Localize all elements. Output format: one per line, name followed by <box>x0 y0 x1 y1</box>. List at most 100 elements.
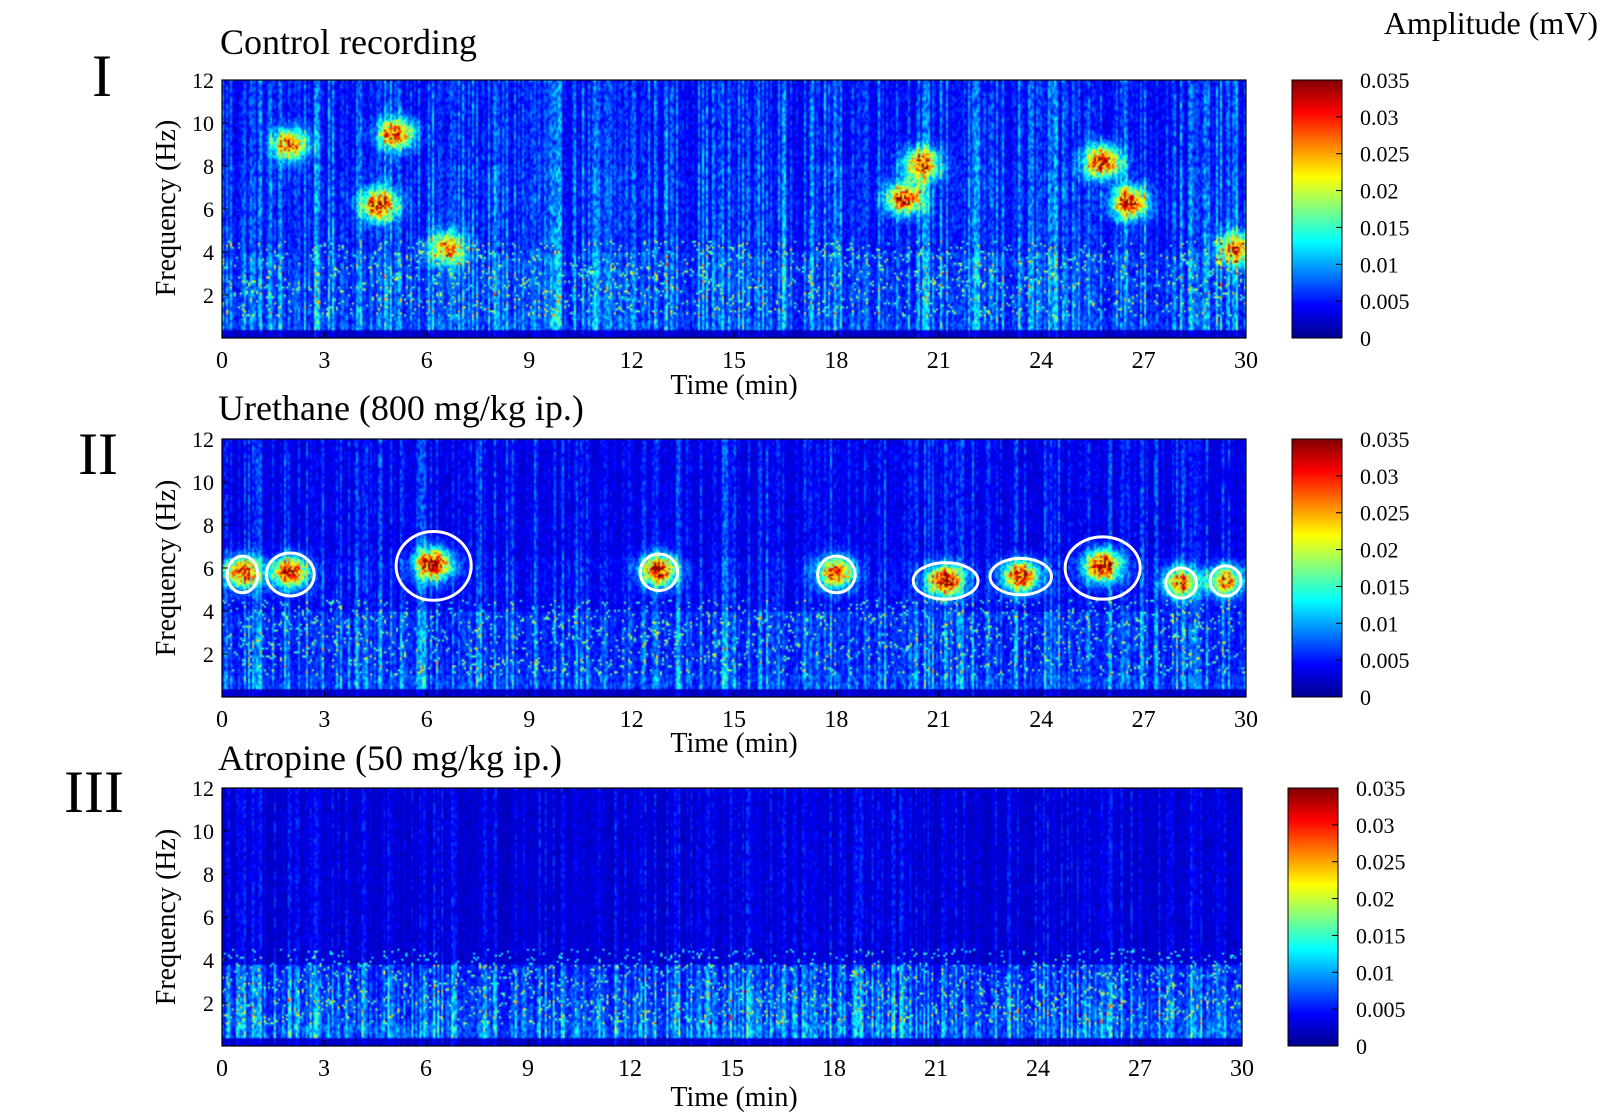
x-tick-label: 18 <box>822 1056 846 1082</box>
x-tick-labels-3: 0 3 6 9 12 15 18 21 24 27 30 <box>216 1040 1254 1082</box>
colorbar-tick-label: 0.035 <box>1356 776 1406 801</box>
colorbar-tick-label: 0.02 <box>1360 179 1399 204</box>
circled-theta-event <box>394 529 473 602</box>
x-tick-label: 6 <box>420 1056 432 1082</box>
colorbar-tick-label: 0 <box>1356 1034 1367 1059</box>
y-tick-labels-2: 2 4 6 8 10 12 <box>192 427 228 667</box>
x-tick-label: 27 <box>1128 1056 1152 1082</box>
spectrogram-image <box>222 788 1242 1046</box>
x-tick-label: 18 <box>824 707 848 733</box>
circled-theta-event <box>264 551 316 598</box>
spectrogram-image <box>222 80 1246 338</box>
x-tick-label: 24 <box>1029 348 1053 374</box>
circled-theta-event <box>638 552 680 593</box>
panel-title-1: Control recording <box>220 22 477 62</box>
y-tick-label: 10 <box>192 819 214 844</box>
colorbar-tick-label: 0.005 <box>1356 997 1406 1022</box>
colorbar-gradient <box>1291 438 1343 698</box>
x-tick-labels-1: 0 3 6 9 12 15 18 21 24 27 30 <box>216 332 1258 374</box>
x-tick-label: 12 <box>618 1056 642 1082</box>
circled-theta-event <box>1164 566 1199 600</box>
x-tick-label: 3 <box>318 707 330 733</box>
x-tick-label: 3 <box>318 1056 330 1082</box>
y-tick-labels-3: 2 4 6 8 10 12 <box>192 776 228 1016</box>
spectrogram-2 <box>221 438 1247 698</box>
colorbar-tick-label: 0.02 <box>1356 887 1395 912</box>
colorbar-2: 0.035 0.03 0.025 0.02 0.015 0.01 0.005 0 <box>1291 427 1410 710</box>
colorbar-tick-label: 0 <box>1360 326 1371 351</box>
x-axis-label-1: Time (min) <box>670 370 797 401</box>
y-axis-label-2: Frequency (Hz) <box>151 480 182 656</box>
y-tick-label: 8 <box>203 513 214 538</box>
x-tick-label: 0 <box>216 348 228 374</box>
y-tick-label: 2 <box>203 991 214 1016</box>
y-tick-label: 12 <box>192 776 214 801</box>
x-tick-label: 15 <box>720 1056 744 1082</box>
colorbar-1: 0.035 0.03 0.025 0.02 0.015 0.01 0.005 0 <box>1291 68 1410 351</box>
y-tick-label: 10 <box>192 470 214 495</box>
colorbar-tick-label: 0.01 <box>1356 960 1395 985</box>
colorbar-tick-label: 0.03 <box>1360 464 1399 489</box>
x-tick-label: 27 <box>1132 348 1156 374</box>
colorbar-gradient <box>1287 787 1339 1047</box>
x-tick-label: 0 <box>216 1056 228 1082</box>
panel-title-3: Atropine (50 mg/kg ip.) <box>218 738 562 778</box>
x-tick-label: 30 <box>1230 1056 1254 1082</box>
x-tick-label: 9 <box>523 348 535 374</box>
y-tick-label: 4 <box>203 240 214 265</box>
colorbar-3: 0.035 0.03 0.025 0.02 0.015 0.01 0.005 0 <box>1287 776 1406 1059</box>
x-tick-label: 12 <box>620 707 644 733</box>
x-tick-label: 30 <box>1234 348 1258 374</box>
colorbar-tick-label: 0.025 <box>1356 850 1406 875</box>
y-axis-label-1: Frequency (Hz) <box>151 120 182 296</box>
y-tick-labels-1: 2 4 6 8 10 12 <box>192 68 228 308</box>
x-tick-labels-2: 0 3 6 9 12 15 18 21 24 27 30 <box>216 691 1258 733</box>
x-tick-label: 15 <box>722 707 746 733</box>
colorbar-tick-label: 0 <box>1360 685 1371 710</box>
circled-theta-event <box>1063 535 1142 601</box>
x-tick-label: 6 <box>421 707 433 733</box>
x-tick-label: 12 <box>620 348 644 374</box>
spectrogram-image <box>222 439 1246 697</box>
colorbar-tick-label: 0.035 <box>1360 68 1410 93</box>
x-tick-label: 0 <box>216 707 228 733</box>
y-tick-label: 6 <box>203 556 214 581</box>
colorbar-tick-label: 0.02 <box>1360 538 1399 563</box>
y-tick-label: 12 <box>192 427 214 452</box>
y-tick-label: 8 <box>203 154 214 179</box>
colorbar-tick-label: 0.035 <box>1360 427 1410 452</box>
colorbar-tick-label: 0.03 <box>1356 813 1395 838</box>
colorbar-tick-label: 0.015 <box>1360 574 1410 599</box>
circled-theta-event <box>911 561 980 601</box>
x-axis-label-3: Time (min) <box>670 1082 797 1113</box>
circled-theta-event <box>816 554 857 595</box>
y-tick-label: 12 <box>192 68 214 93</box>
colorbar-tick-label: 0.025 <box>1360 501 1410 526</box>
panel-title-2: Urethane (800 mg/kg ip.) <box>218 388 584 428</box>
circled-theta-event <box>1208 564 1243 598</box>
x-tick-label: 9 <box>523 707 535 733</box>
x-tick-label: 21 <box>927 707 951 733</box>
colorbar-tick-label: 0.015 <box>1360 215 1410 240</box>
colorbar-title: Amplitude (mV) <box>1384 5 1598 41</box>
spectrogram-3 <box>221 787 1243 1047</box>
x-tick-label: 24 <box>1029 707 1053 733</box>
y-tick-label: 4 <box>203 599 214 624</box>
colorbar-tick-label: 0.01 <box>1360 611 1399 636</box>
x-tick-label: 21 <box>924 1056 948 1082</box>
x-tick-label: 30 <box>1234 707 1258 733</box>
colorbar-tick-label: 0.005 <box>1360 289 1410 314</box>
y-tick-label: 2 <box>203 642 214 667</box>
y-tick-label: 4 <box>203 948 214 973</box>
y-tick-label: 10 <box>192 111 214 136</box>
y-tick-label: 2 <box>203 283 214 308</box>
colorbar-tick-label: 0.005 <box>1360 648 1410 673</box>
panel-label-3: III <box>64 759 124 825</box>
circled-theta-event <box>225 554 260 595</box>
colorbar-tick-label: 0.01 <box>1360 252 1399 277</box>
x-tick-label: 15 <box>722 348 746 374</box>
